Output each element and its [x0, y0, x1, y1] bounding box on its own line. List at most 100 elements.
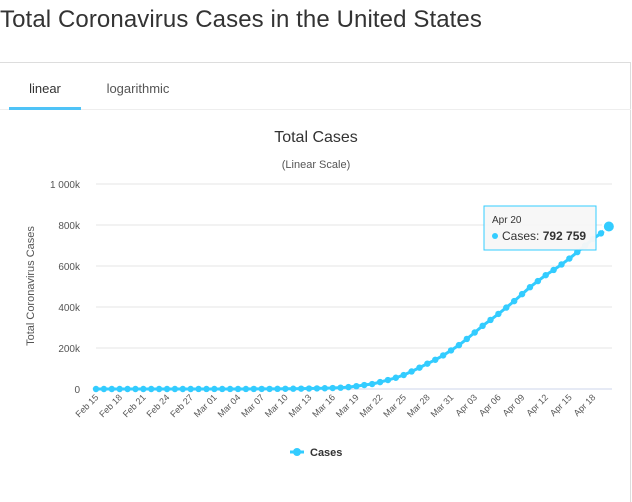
x-tick-label: Mar 28 [405, 392, 432, 419]
data-point[interactable] [566, 255, 573, 262]
data-point[interactable] [503, 304, 510, 311]
data-point[interactable] [211, 385, 218, 393]
x-tick-label: Mar 13 [287, 392, 314, 419]
data-point[interactable] [558, 261, 565, 268]
tab-logarithmic[interactable]: logarithmic [106, 81, 170, 96]
data-point[interactable] [297, 385, 305, 392]
data-point[interactable] [305, 385, 313, 392]
data-point[interactable] [471, 329, 478, 336]
data-point[interactable] [432, 356, 439, 363]
data-point[interactable] [250, 385, 257, 393]
data-point[interactable] [226, 385, 234, 393]
data-point[interactable] [400, 371, 407, 379]
y-tick-label: 0 [74, 385, 80, 396]
data-point[interactable] [171, 385, 179, 393]
data-point[interactable] [526, 284, 534, 291]
data-point[interactable] [187, 385, 194, 393]
x-tick-label: Mar 07 [239, 392, 266, 419]
data-point[interactable] [518, 290, 526, 298]
tooltip-value: 792 759 [543, 229, 587, 243]
data-point[interactable] [384, 376, 392, 384]
data-point[interactable] [329, 384, 336, 392]
data-point[interactable] [132, 385, 139, 393]
data-point[interactable] [92, 385, 100, 393]
data-point[interactable] [337, 384, 344, 391]
y-tick-label: 800k [58, 221, 81, 232]
data-point[interactable] [274, 385, 281, 393]
data-point[interactable] [439, 352, 447, 359]
data-point[interactable] [234, 385, 242, 393]
data-point[interactable] [219, 385, 226, 393]
legend[interactable]: Cases [290, 447, 342, 459]
y-tick-label: 200k [58, 344, 81, 355]
data-point[interactable] [392, 374, 400, 381]
data-point[interactable] [542, 271, 549, 279]
data-point[interactable] [510, 297, 518, 305]
data-point[interactable] [148, 385, 155, 393]
tab-bar: linear logarithmic [0, 63, 631, 110]
grid-lines [96, 183, 612, 349]
x-tick-label: Feb 15 [74, 392, 101, 419]
data-point[interactable] [353, 382, 360, 390]
data-point[interactable] [368, 380, 376, 388]
tooltip-series: Cases: 792 759 [502, 229, 586, 243]
data-point[interactable] [495, 310, 502, 318]
data-point[interactable] [455, 341, 463, 349]
x-tick-label: Apr 15 [548, 392, 574, 418]
data-point[interactable] [361, 381, 368, 389]
x-tick-label: Mar 16 [310, 392, 337, 419]
data-point[interactable] [424, 360, 431, 367]
data-point[interactable] [597, 230, 605, 237]
data-point[interactable] [487, 316, 494, 324]
x-tick-label: Apr 09 [501, 392, 527, 418]
legend-label: Cases [310, 447, 342, 459]
data-point[interactable] [534, 277, 542, 285]
data-point[interactable] [124, 385, 131, 393]
x-tick-label: Feb 18 [97, 392, 124, 419]
data-point[interactable] [345, 383, 352, 391]
data-point[interactable] [550, 266, 557, 274]
data-point[interactable] [140, 385, 147, 393]
data-point[interactable] [416, 364, 423, 371]
y-axis-label: Total Coronavirus Cases [25, 226, 37, 346]
tooltip-series-name: Cases [502, 229, 536, 243]
data-point[interactable] [163, 385, 171, 393]
data-point[interactable] [203, 385, 210, 393]
data-point[interactable] [242, 385, 250, 393]
data-point[interactable] [282, 385, 289, 392]
data-point[interactable] [479, 322, 486, 330]
tab-linear[interactable]: linear [9, 63, 81, 110]
tooltip-date: Apr 20 [492, 215, 522, 226]
data-point[interactable] [447, 347, 455, 354]
data-point[interactable] [258, 385, 265, 393]
data-point[interactable] [100, 385, 108, 393]
y-tick-label: 600k [58, 262, 81, 273]
data-point[interactable] [108, 385, 115, 393]
data-point[interactable] [179, 385, 186, 393]
data-point-highlighted[interactable] [601, 219, 616, 234]
data-point[interactable] [376, 378, 384, 386]
x-tick-label: Mar 04 [216, 392, 243, 419]
data-point[interactable] [463, 335, 471, 343]
data-point[interactable] [321, 385, 329, 392]
tooltip-marker [492, 233, 498, 239]
x-tick-label: Apr 06 [477, 392, 503, 418]
y-axis-ticks: 0 200k 400k 600k 800k 1 000k [50, 180, 81, 396]
data-point[interactable] [574, 248, 581, 256]
data-point[interactable] [195, 385, 202, 393]
data-point[interactable] [313, 385, 321, 392]
tooltip: Apr 20 Cases: 792 759 [483, 205, 597, 251]
y-tick-label: 1 000k [50, 180, 81, 191]
legend-marker [293, 448, 301, 456]
x-tick-label: Mar 22 [358, 392, 385, 419]
x-tick-label: Mar 25 [381, 392, 408, 419]
chart-title: Total Cases [274, 129, 358, 146]
data-point[interactable] [266, 385, 273, 393]
data-point[interactable] [290, 385, 297, 392]
data-point[interactable] [116, 385, 123, 393]
data-point[interactable] [155, 385, 163, 393]
page-title: Total Coronavirus Cases in the United St… [0, 6, 482, 33]
data-point[interactable] [408, 368, 415, 375]
x-tick-label: Mar 31 [429, 392, 456, 419]
